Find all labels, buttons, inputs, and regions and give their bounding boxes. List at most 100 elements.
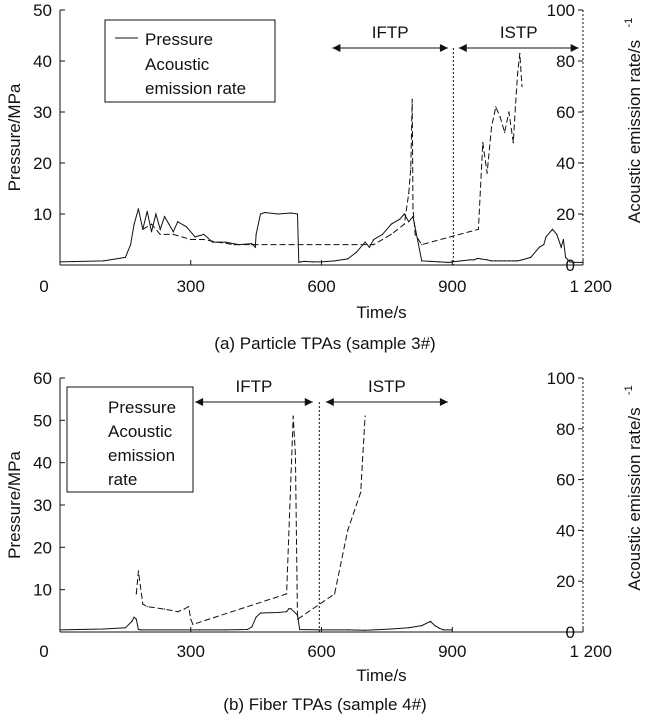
pressure-point <box>514 260 517 262</box>
pressure-point <box>296 213 299 215</box>
series-line-acoustic-emission <box>135 416 366 626</box>
phase-label: IFTP <box>372 23 409 42</box>
legend-box <box>104 19 276 103</box>
acoustic-point <box>421 244 423 246</box>
panel-a: 10 20 30 40 50 0 20 40 60 80 100 0 300 600 900 1 200 Tim… <box>5 1 644 353</box>
acoustic-point <box>408 193 410 195</box>
acoustic-point <box>216 241 218 243</box>
y-tick-label: 40 <box>33 454 52 473</box>
pressure-point <box>421 260 423 262</box>
pressure-point <box>495 260 497 262</box>
pressure-point <box>130 244 132 246</box>
pressure-point <box>408 627 410 629</box>
acoustic-point <box>373 244 375 246</box>
pressure-point <box>172 231 174 233</box>
acoustic-point <box>192 623 194 626</box>
acoustic-point <box>347 529 349 532</box>
y2-tick-label: 0 <box>566 256 575 275</box>
phase-label: ISTP <box>368 377 406 396</box>
pressure-point <box>259 612 262 614</box>
phase-arrow-head-right <box>304 398 313 406</box>
pressure-point <box>59 629 61 631</box>
pressure-point <box>225 241 227 243</box>
panel-caption: (a) Particle TPAs (sample 3#) <box>214 334 435 353</box>
pressure-point <box>560 246 562 248</box>
pressure-point <box>164 216 166 218</box>
legend-box <box>66 386 194 493</box>
pressure-point <box>168 223 170 225</box>
acoustic-point <box>159 233 161 235</box>
pressure-point <box>320 261 323 263</box>
y-tick-label: 50 <box>33 411 52 430</box>
y2-axis-label-group: Acoustic emission rate/s -1 <box>623 385 644 590</box>
pressure-point <box>103 628 105 630</box>
pressure-point <box>159 228 161 230</box>
y2-axis-label: Acoustic emission rate/s <box>625 40 644 223</box>
pressure-point <box>150 231 153 233</box>
pressure-point <box>508 260 510 262</box>
pressure-point <box>133 223 135 225</box>
pressure-point <box>137 628 139 631</box>
pressure-point <box>442 629 445 631</box>
phase-arrow-head-left <box>458 44 467 52</box>
pressure-point <box>556 233 558 235</box>
pressure-point <box>290 608 292 610</box>
y-tick-label: 10 <box>33 581 52 600</box>
pressure-point <box>299 628 301 631</box>
y-axis-label: Pressure/MPa <box>5 451 24 559</box>
y-tick-label: 20 <box>33 538 52 557</box>
legend-label-acoustic: Acoustic emission rate <box>108 422 175 489</box>
pressure-point <box>124 256 126 258</box>
x-tick-label: 900 <box>438 277 466 296</box>
y2-tick-label: 0 <box>566 623 575 642</box>
pressure-point <box>399 218 401 220</box>
pressure-point <box>521 259 523 261</box>
x-tick-label: 900 <box>438 642 466 661</box>
acoustic-point <box>390 233 392 235</box>
pressure-point <box>225 629 227 631</box>
phase-arrow-head-right <box>439 44 448 52</box>
acoustic-point <box>499 116 501 118</box>
acoustic-point <box>486 172 488 174</box>
pressure-point <box>133 616 135 618</box>
acoustic-point <box>490 126 493 128</box>
acoustic-point <box>203 238 205 241</box>
phase-arrow-head-left <box>195 398 204 406</box>
y2-axis-label: Acoustic emission rate/s <box>625 407 644 590</box>
series-line-pressure <box>59 208 583 264</box>
acoustic-point <box>164 608 166 610</box>
pressure-point <box>303 260 305 262</box>
x-tick-label: 300 <box>177 642 205 661</box>
pressure-point <box>246 628 248 631</box>
pressure-point <box>429 260 432 262</box>
pressure-point <box>255 233 257 235</box>
pressure-point <box>298 261 300 263</box>
phase-arrow-head-right <box>570 44 579 52</box>
acoustic-point <box>172 233 174 235</box>
pressure-point <box>475 258 477 260</box>
x-tick-label: 600 <box>307 642 335 661</box>
acoustic-point <box>146 606 148 608</box>
pressure-point <box>381 233 384 235</box>
pressure-point <box>131 620 133 623</box>
y-tick-label: 50 <box>33 1 52 20</box>
pressure-point <box>582 261 584 263</box>
pressure-point <box>286 611 288 613</box>
pressure-point <box>277 213 279 215</box>
pressure-point <box>135 618 137 620</box>
pressure-point <box>264 211 266 214</box>
pressure-point <box>408 221 410 223</box>
pressure-point <box>59 261 61 263</box>
phase-arrow-head-right <box>439 398 448 406</box>
pressure-point <box>190 629 192 631</box>
acoustic-point <box>296 618 299 620</box>
pressure-point <box>373 238 375 241</box>
pressure-point <box>137 208 139 210</box>
acoustic-point <box>364 415 366 417</box>
acoustic-point <box>137 570 139 572</box>
pressure-point <box>551 228 554 230</box>
acoustic-point <box>414 233 416 235</box>
y-axis-label: Pressure/MPa <box>5 83 24 191</box>
pressure-point <box>334 260 336 262</box>
